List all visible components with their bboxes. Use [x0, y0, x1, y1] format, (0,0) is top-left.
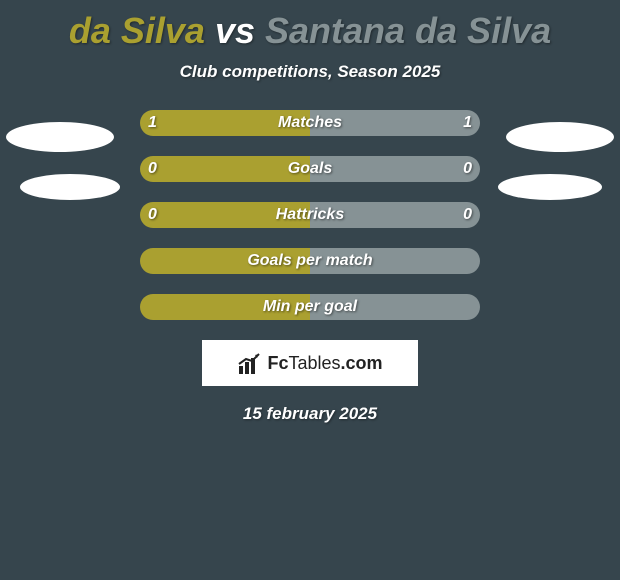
logo-text: FcTables.com [267, 353, 382, 374]
decorative-ellipse [506, 122, 614, 152]
stat-row: 00Hattricks [140, 202, 480, 228]
decorative-ellipse [498, 174, 602, 200]
title-right-player: Santana da Silva [265, 10, 551, 51]
stat-row: 00Goals [140, 156, 480, 182]
stat-row: Min per goal [140, 294, 480, 320]
fctables-logo: FcTables.com [202, 340, 418, 386]
subtitle: Club competitions, Season 2025 [0, 62, 620, 82]
title-vs: vs [205, 10, 265, 51]
stat-label: Goals per match [140, 248, 480, 274]
logo-suffix: .com [341, 353, 383, 373]
logo-prefix: Fc [267, 353, 288, 373]
page-title: da Silva vs Santana da Silva [0, 0, 620, 52]
title-left-player: da Silva [69, 10, 205, 51]
stat-label: Goals [140, 156, 480, 182]
stat-label: Hattricks [140, 202, 480, 228]
decorative-ellipse [20, 174, 120, 200]
stat-label: Min per goal [140, 294, 480, 320]
date-text: 15 february 2025 [0, 404, 620, 424]
chart-icon [237, 352, 263, 374]
stat-row: 11Matches [140, 110, 480, 136]
logo-main: Tables [288, 353, 340, 373]
stat-label: Matches [140, 110, 480, 136]
decorative-ellipse [6, 122, 114, 152]
stat-row: Goals per match [140, 248, 480, 274]
stat-rows: 11Matches 00Goals 00Hattricks Goals per mat… [140, 110, 480, 320]
